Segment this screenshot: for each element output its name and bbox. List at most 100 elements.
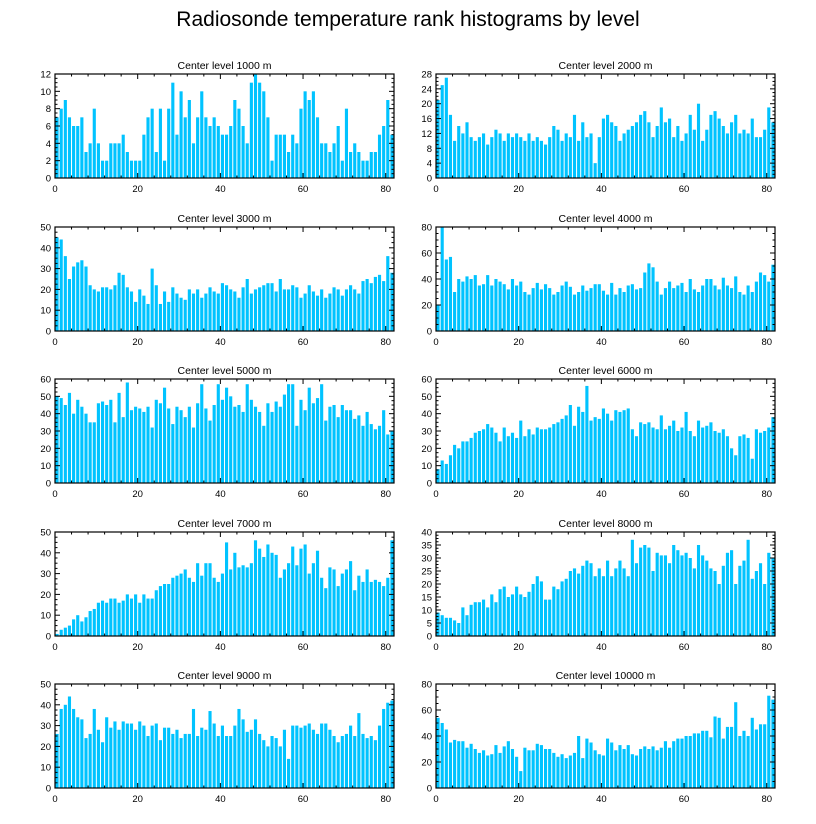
histogram-bar (440, 723, 444, 788)
histogram-bar (245, 279, 249, 331)
histogram-bar (175, 406, 179, 483)
y-tick-label: 50 (40, 680, 51, 691)
histogram-bar (80, 719, 84, 788)
histogram-bar (572, 114, 577, 178)
histogram-bar (121, 721, 125, 788)
histogram-bar (568, 286, 572, 331)
histogram-bar (196, 117, 200, 178)
histogram-bar (771, 699, 775, 788)
histogram-bar (340, 295, 344, 331)
histogram-bar (734, 276, 738, 331)
histogram-bar (76, 399, 80, 483)
histogram-bar (129, 598, 134, 636)
histogram-bar (436, 612, 440, 636)
histogram-bar (461, 607, 465, 636)
histogram-bar (386, 434, 390, 483)
histogram-bar (750, 118, 754, 178)
histogram-bar (717, 289, 721, 331)
histogram-bar (349, 285, 353, 331)
histogram-bar (701, 730, 705, 788)
histogram-bar (129, 723, 134, 788)
panel-title: Center level 3000 m (178, 213, 272, 225)
histogram-bar (167, 727, 171, 788)
histogram-bar (92, 108, 96, 178)
histogram-bar (572, 294, 577, 331)
histogram-bar (713, 716, 717, 788)
histogram-bar (142, 594, 146, 636)
histogram-bar (519, 771, 523, 788)
histogram-bar (730, 726, 734, 788)
histogram-bar (531, 584, 535, 636)
histogram-bar (96, 143, 100, 178)
histogram-bar (742, 434, 746, 483)
histogram-bar (365, 738, 369, 788)
histogram-bar (730, 448, 734, 483)
x-tick-label: 80 (761, 642, 772, 653)
histogram-bar (746, 736, 750, 788)
histogram-bar (365, 160, 369, 178)
histogram-bar (212, 405, 216, 483)
histogram-bar (311, 729, 315, 788)
histogram-bar (171, 287, 175, 331)
histogram-bar (758, 272, 763, 331)
histogram-bar (320, 143, 324, 178)
histogram-bar (196, 563, 200, 636)
histogram-bar (721, 738, 725, 788)
histogram-panel-10: Center level 10000 m 0 20 40 60 80 0 20 40 60 80 (421, 670, 776, 805)
histogram-bar (171, 733, 175, 788)
histogram-bar (216, 126, 220, 178)
histogram-bar (680, 427, 684, 483)
histogram-bar (634, 436, 639, 483)
histogram-bar (713, 571, 717, 636)
histogram-bar (324, 143, 328, 178)
histogram-bar (100, 287, 105, 331)
histogram-bar (295, 143, 299, 178)
histogram-bar (311, 291, 315, 331)
histogram-bar (754, 729, 758, 788)
histogram-bar (100, 600, 105, 636)
histogram-bar (453, 444, 457, 483)
histogram-bar (725, 726, 730, 788)
histogram-bar (113, 285, 117, 331)
histogram-bar (668, 118, 672, 178)
histogram-bar (663, 429, 668, 483)
y-tick-label: 16 (421, 114, 432, 125)
histogram-bar (440, 85, 444, 178)
histogram-bar (506, 133, 510, 178)
x-tick-label: 60 (679, 184, 690, 195)
histogram-bar (208, 126, 212, 178)
histogram-bar (436, 100, 440, 178)
histogram-bar (721, 277, 725, 331)
histogram-bar (291, 134, 295, 178)
histogram-bar (212, 117, 216, 178)
histogram-bar (225, 285, 229, 331)
histogram-bar (750, 717, 754, 788)
histogram-bar (295, 287, 299, 331)
histogram-bar (448, 256, 453, 331)
histogram-bar (220, 283, 224, 331)
histogram-bar (134, 729, 138, 788)
histogram-bar (473, 749, 477, 788)
figure-title: Radiosonde temperature rank histograms b… (176, 8, 640, 31)
histogram-bar (76, 717, 80, 788)
histogram-bar (515, 437, 519, 483)
histogram-bar (626, 129, 630, 178)
x-tick-label: 20 (513, 794, 524, 805)
histogram-bar (688, 279, 692, 331)
histogram-bar (568, 137, 572, 178)
histogram-bar (117, 272, 121, 331)
panel-title: Center level 4000 m (559, 213, 653, 225)
histogram-bar (315, 550, 320, 636)
histogram-bar (606, 413, 610, 483)
histogram-bar (175, 134, 179, 178)
histogram-bar (67, 279, 72, 331)
histogram-panel-7: Center level 7000 m 0 10 20 30 40 50 0 20 40 60 80 (40, 518, 395, 653)
histogram-bar (750, 458, 754, 483)
histogram-bar (684, 292, 688, 331)
histogram-bar (146, 598, 150, 636)
histogram-bar (560, 581, 564, 636)
histogram-bar (349, 410, 353, 483)
histogram-bar (324, 588, 328, 636)
histogram-bar (709, 737, 713, 788)
histogram-bar (614, 410, 618, 483)
